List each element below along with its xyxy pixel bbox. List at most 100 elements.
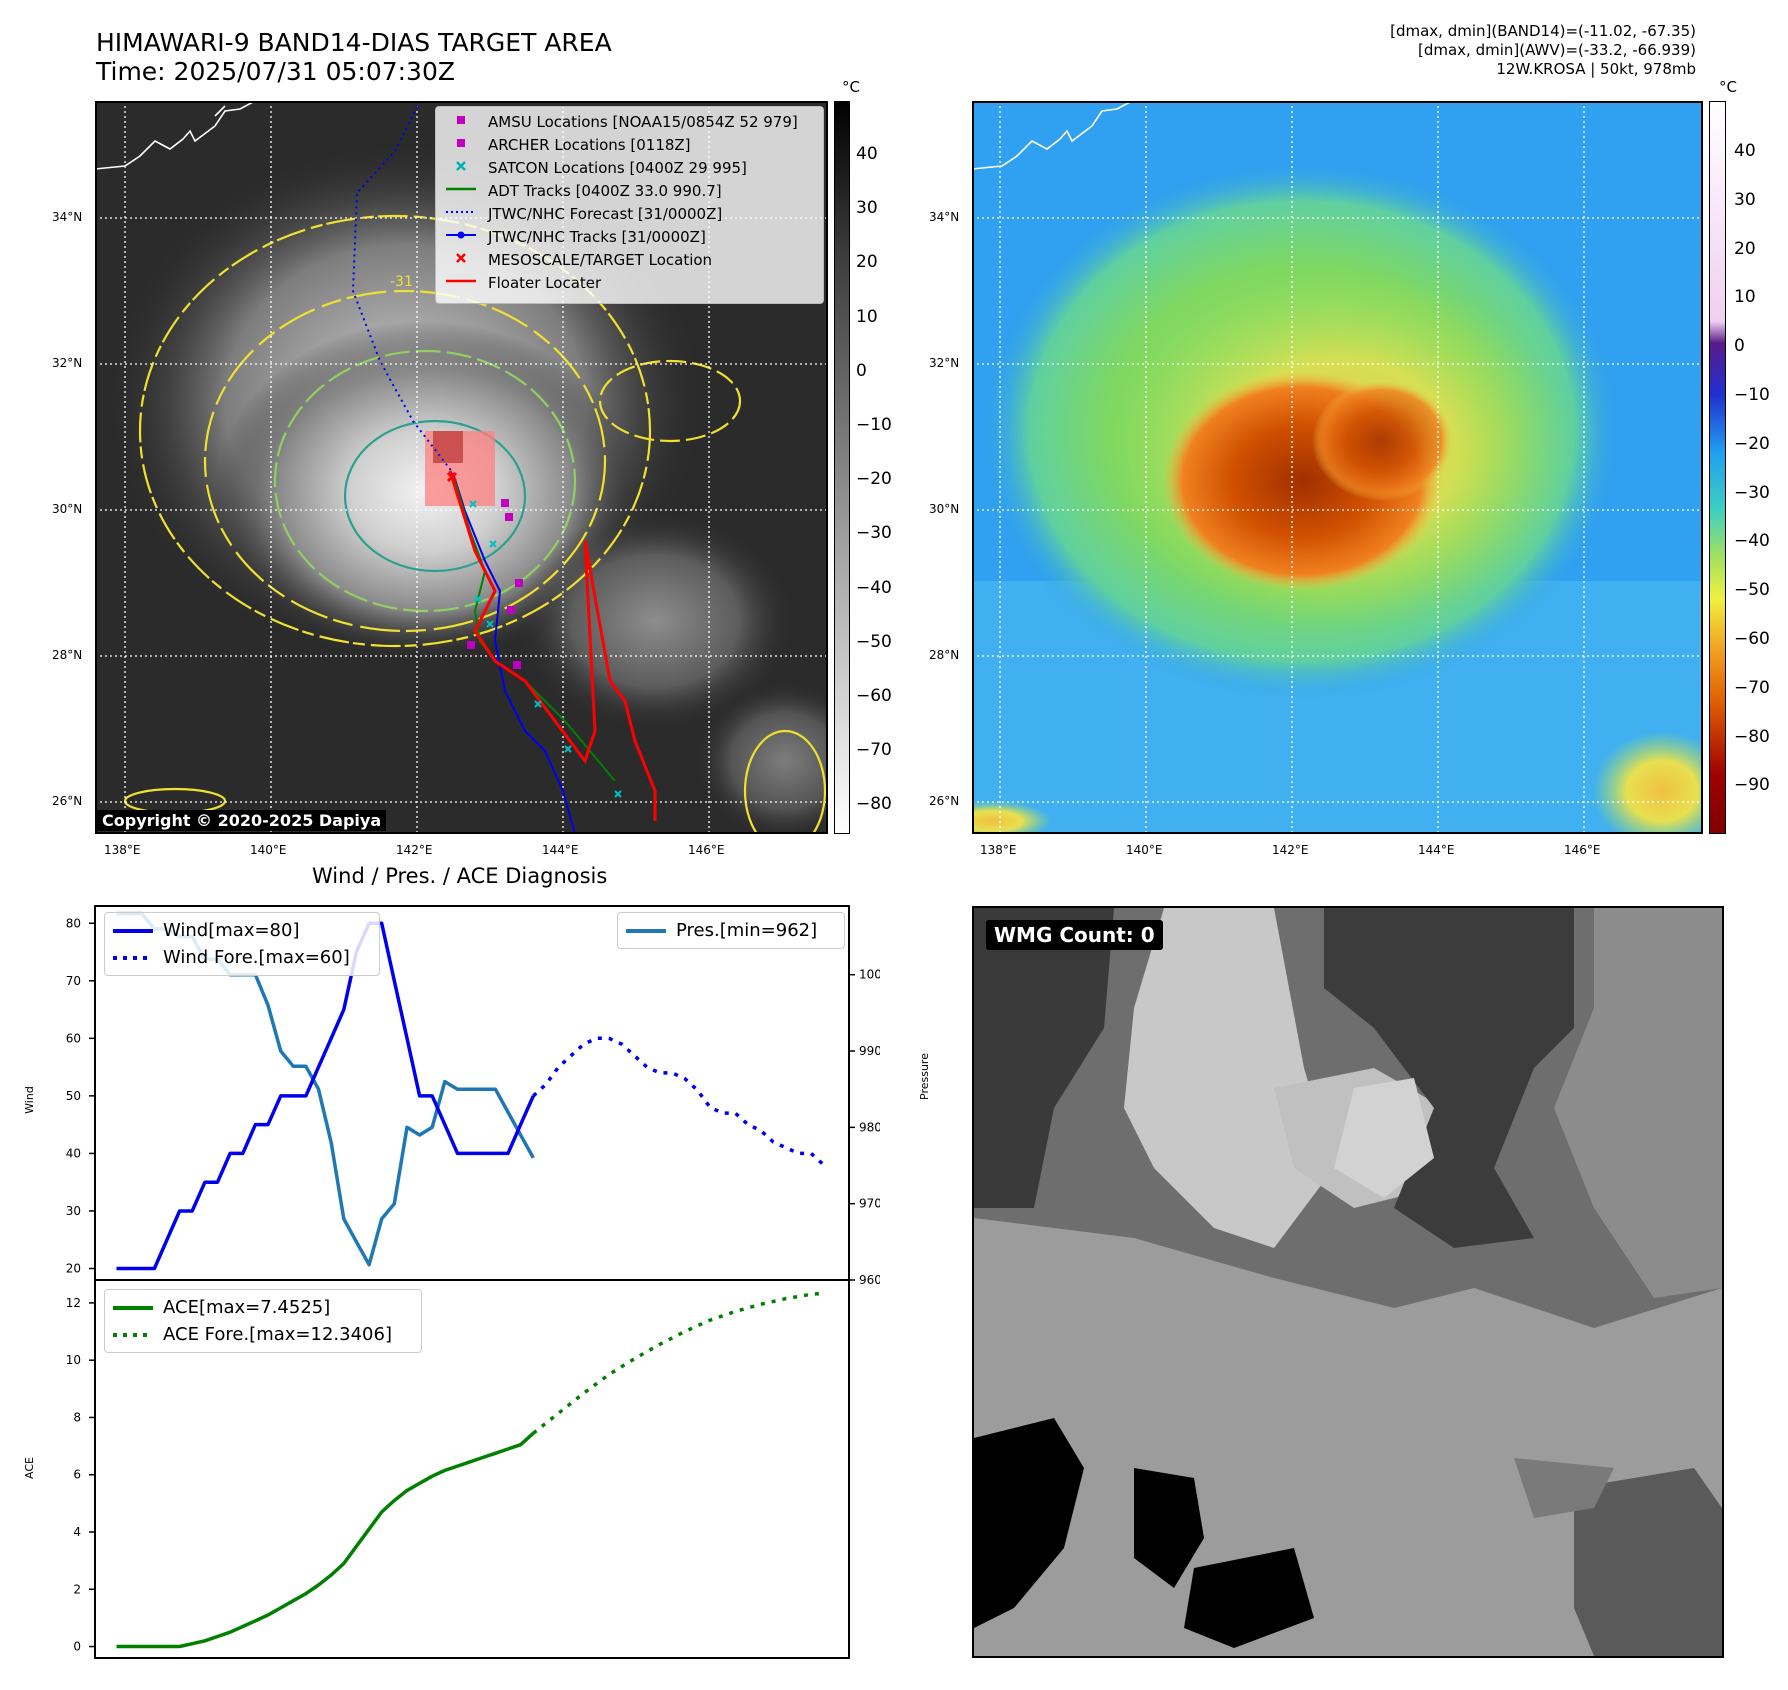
colorbar-tick-label: −80 — [1734, 726, 1770, 747]
legend-swatch — [446, 113, 476, 131]
lat-label: 30°N — [929, 502, 960, 516]
colorbar-tick-label: 20 — [856, 252, 878, 273]
chart-title-line2: Time: 2025/07/31 05:07:30Z — [96, 57, 455, 86]
legend-label: SATCON Locations [0400Z 29 995] — [488, 158, 747, 177]
colorbar-tick-label: −70 — [1734, 677, 1770, 698]
map-legend: AMSU Locations [NOAA15/0854Z 52 979] ARCH… — [435, 106, 824, 304]
wind-fore-legend-label: Wind Fore.[max=60] — [163, 947, 350, 968]
colorbar-tick-label: 10 — [856, 306, 878, 327]
legend-entry: Floater Locater — [436, 271, 823, 294]
stats-line1: [dmax, dmin](BAND14)=(-11.02, -67.35) — [1390, 22, 1696, 40]
legend-label: JTWC/NHC Forecast [31/0000Z] — [488, 204, 723, 223]
lon-label: 142°E — [396, 843, 433, 857]
wmg-image — [974, 908, 1722, 1656]
legend-swatch — [446, 274, 476, 292]
pressure-axis-tick-label: 990 — [859, 1044, 880, 1058]
ace-axis-tick-label: 0 — [73, 1640, 81, 1654]
colorbar-tick-label: −50 — [856, 631, 892, 652]
lat-label: 28°N — [52, 648, 83, 662]
wind-forecast-series-line — [532, 1036, 825, 1167]
legend-label: ARCHER Locations [0118Z] — [488, 135, 691, 154]
legend-swatch — [446, 182, 476, 200]
lon-label: 138°E — [980, 843, 1017, 857]
ace-axis-tick-label: 2 — [73, 1582, 81, 1596]
lat-label: 34°N — [929, 210, 960, 224]
colorbar-tick-label: −20 — [856, 469, 892, 490]
colorbar-tick-label: 30 — [1734, 189, 1756, 210]
legend-label: ADT Tracks [0400Z 33.0 990.7] — [488, 181, 722, 200]
pressure-axis-label: Pressure — [918, 1053, 931, 1100]
stats-line3: 12W.KROSA | 50kt, 978mb — [1496, 60, 1696, 78]
awv-map-image — [932, 100, 1732, 851]
legend-label: JTWC/NHC Tracks [31/0000Z] — [488, 227, 706, 246]
legend-label: AMSU Locations [NOAA15/0854Z 52 979] — [488, 112, 798, 131]
legend-entry: MESOSCALE/TARGET Location — [436, 248, 823, 271]
colorbar-tick-label: 0 — [1734, 336, 1745, 357]
colorbar-tick-label: −40 — [1734, 531, 1770, 552]
legend-label: MESOSCALE/TARGET Location — [488, 250, 713, 269]
wind-axis-tick-label: 20 — [66, 1261, 81, 1275]
colorbar-tick-label: −30 — [856, 523, 892, 544]
ace-axis-tick-label: 4 — [73, 1525, 81, 1539]
lon-label: 142°E — [1272, 843, 1309, 857]
colorbar-tick-label: −10 — [1734, 385, 1770, 405]
wind-axis-tick-label: 80 — [66, 916, 81, 930]
lat-label: 26°N — [929, 794, 960, 808]
pressure-axis-tick-label: 960 — [859, 1273, 880, 1287]
colorbar-tick-label: 10 — [1734, 287, 1756, 308]
pressure-axis-tick-label: 980 — [859, 1120, 880, 1134]
wind-axis-tick-label: 70 — [66, 974, 81, 988]
colorbar-tick-label: 20 — [1734, 238, 1756, 259]
colorbar-tick-label: −50 — [1734, 580, 1770, 601]
ace-fore-legend-label: ACE Fore.[max=12.3406] — [163, 1324, 392, 1345]
legend-swatch — [446, 228, 476, 246]
colorbar-tick-label: −30 — [1734, 482, 1770, 503]
colorbar-right — [1709, 101, 1726, 834]
colorbar-tick-label: −70 — [856, 740, 892, 761]
lon-label: 138°E — [104, 843, 141, 857]
lat-label: 32°N — [52, 356, 83, 370]
wmg-count-label: WMG Count: 0 — [986, 920, 1163, 950]
lon-label: 146°E — [1564, 843, 1601, 857]
colorbar-right-unit: °C — [1719, 78, 1737, 96]
stats-block: [dmax, dmin](BAND14)=(-11.02, -67.35) [d… — [1096, 22, 1696, 79]
ace-axis-tick-label: 6 — [73, 1468, 81, 1482]
legend-swatch — [446, 159, 476, 177]
diagnosis-title: Wind / Pres. / ACE Diagnosis — [312, 864, 608, 888]
contour-label: -31 — [390, 274, 413, 290]
lat-label: 32°N — [929, 356, 960, 370]
diagnosis-chart: 807060504030201000990980970960121086420 … — [23, 905, 880, 1659]
colorbar-tick-label: −60 — [856, 686, 892, 706]
colorbar-tick-label: −60 — [1734, 629, 1770, 649]
stats-line2: [dmax, dmin](AWV)=(-33.2, -66.939) — [1417, 41, 1696, 59]
colorbar-left — [834, 101, 850, 834]
wind-axis-tick-label: 30 — [66, 1204, 81, 1218]
legend-entry: SATCON Locations [0400Z 29 995] — [436, 156, 823, 179]
colorbar-tick-label: 40 — [856, 144, 878, 164]
wind-legend-label: Wind[max=80] — [163, 920, 300, 941]
wind-axis-tick-label: 40 — [66, 1146, 81, 1160]
colorbar-tick-label: 0 — [856, 360, 867, 381]
colorbar-tick-label: −90 — [1734, 775, 1770, 796]
wind-axis-tick-label: 60 — [66, 1031, 81, 1045]
chart-title-line1: HIMAWARI-9 BAND14-DIAS TARGET AREA — [96, 28, 612, 57]
lon-label: 140°E — [1126, 843, 1163, 857]
legend-entry: JTWC/NHC Forecast [31/0000Z] — [436, 202, 823, 225]
lon-label: 144°E — [1418, 843, 1455, 857]
colorbar-tick-label: −40 — [856, 577, 892, 598]
colorbar-tick-label: −10 — [856, 415, 892, 435]
lon-label: 140°E — [250, 843, 287, 857]
wind-series-line — [116, 921, 535, 1271]
wind-axis-label: Wind — [23, 1086, 36, 1114]
ace-axis-tick-label: 10 — [66, 1353, 81, 1367]
pressure-axis-tick-label: 970 — [859, 1197, 880, 1211]
lon-label: 146°E — [688, 843, 725, 857]
legend-swatch — [446, 251, 476, 269]
ace-legend: ACE[max=7.4525] ACE Fore.[max=12.3406] — [104, 1289, 422, 1353]
ace-series-line — [116, 1431, 535, 1649]
copyright-label: Copyright © 2020-2025 Dapiya — [97, 810, 387, 831]
lat-label: 26°N — [52, 794, 83, 808]
colorbar-left-unit: °C — [842, 78, 860, 96]
ace-plot-frame — [94, 1279, 850, 1659]
legend-swatch — [446, 136, 476, 154]
